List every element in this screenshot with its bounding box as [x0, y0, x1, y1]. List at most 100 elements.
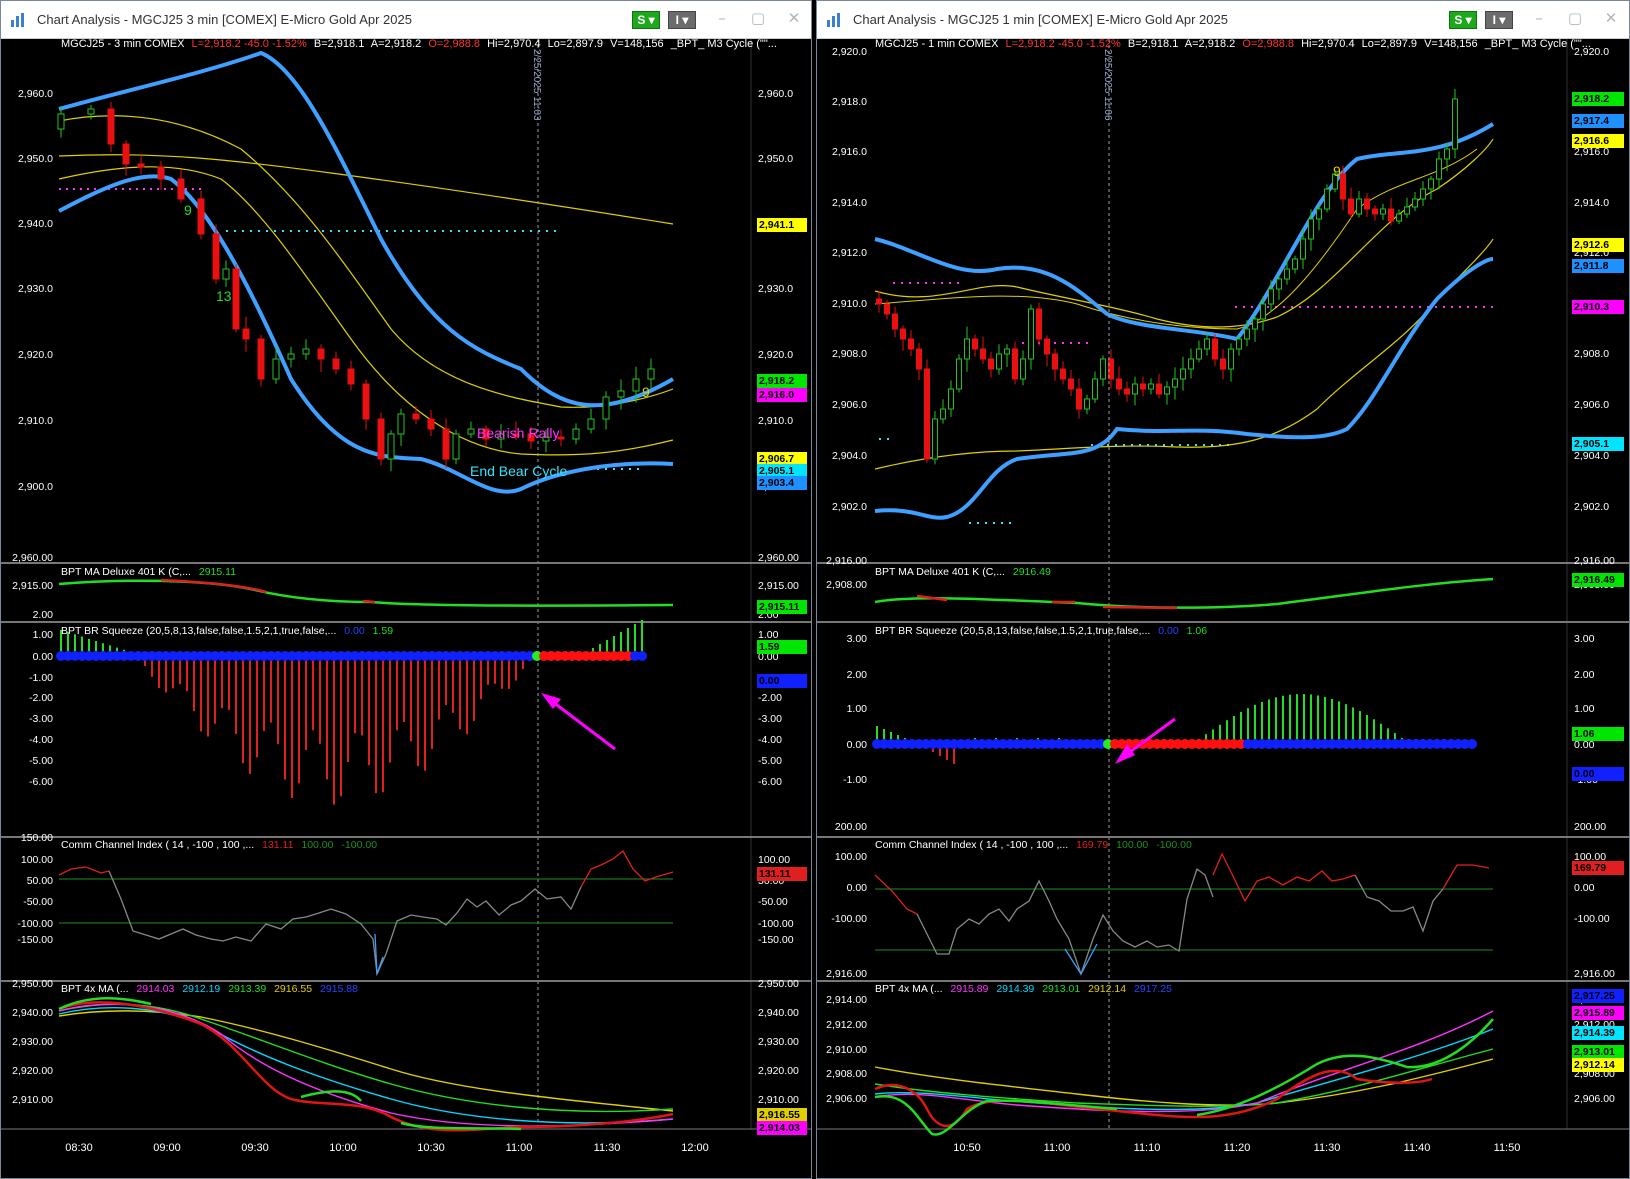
squeeze-dot: [921, 739, 931, 749]
chart-analysis-app-icon: [11, 13, 24, 27]
candle-body: [1156, 383, 1162, 395]
ma-deluxe-badge: 2,916.49: [1572, 573, 1624, 587]
candle-body: [107, 108, 115, 145]
maximize-icon[interactable]: ▢: [750, 9, 766, 27]
ma4x-badge: 2,914.03: [757, 1121, 807, 1135]
squeeze-dot: [970, 739, 980, 749]
squeeze-dot: [385, 651, 395, 661]
ma-deluxe-pane[interactable]: [58, 578, 674, 607]
axis-tick-label-left: 150.00: [21, 832, 53, 844]
chart-window-1min: Chart Analysis - MGCJ25 1 min [COMEX] E-…: [816, 0, 1630, 1179]
cci-upper: 100.00: [1116, 839, 1149, 851]
candle-body: [1428, 178, 1434, 190]
ma4x-red-line: [58, 1001, 674, 1132]
squeeze-pane[interactable]: [872, 694, 1477, 764]
cci-pane[interactable]: [874, 852, 1493, 977]
axis-tick-label-right: 2,914.0: [1574, 197, 1609, 209]
axis-tick-label-left: 2,940.0: [18, 218, 53, 230]
squeeze-dot: [147, 651, 157, 661]
axis-tick-label-right: 0.00: [1574, 739, 1595, 751]
candle-body: [1220, 358, 1226, 370]
axis-tick-label-left: -3.00: [29, 713, 53, 725]
chart-area-1min[interactable]: 2,920.02,920.02,918.02,918.02,916.02,916…: [817, 39, 1630, 1179]
ma4x-pane[interactable]: [874, 1010, 1494, 1136]
squeeze-dot: [872, 739, 882, 749]
symbol-link-button[interactable]: S ▾: [632, 11, 660, 29]
squeeze-dot: [322, 651, 332, 661]
ma4x-green-bold-line: [874, 1018, 1494, 1136]
symbol-link-button[interactable]: S ▾: [1449, 11, 1477, 29]
squeeze-pane[interactable]: [56, 620, 647, 805]
squeeze-dot: [581, 651, 591, 661]
minimize-icon[interactable]: –: [718, 9, 726, 27]
squeeze-dot: [182, 651, 192, 661]
squeeze-dot: [1005, 739, 1015, 749]
cci-pane[interactable]: [58, 850, 674, 977]
chart-analysis-app-icon: [827, 13, 840, 27]
arrow-shaft: [548, 697, 616, 751]
time-marker-label: 2/25/2025 11:03: [531, 49, 542, 121]
ma4x-value-1: 2914.03: [136, 983, 175, 995]
chart-area-3min[interactable]: 2,960.0 2,960.0 2,950.0 2,950.0 2,940.0 2,940…: [1, 39, 812, 1179]
upper-ma-line: [874, 138, 1494, 328]
squeeze-dot: [1145, 739, 1155, 749]
close-icon[interactable]: ✕: [787, 9, 801, 27]
axis-tick-label-left: 2,930.00: [12, 1036, 53, 1048]
title-bar[interactable]: Chart Analysis - MGCJ25 3 min [COMEX] E-…: [1, 1, 811, 39]
interval-link-button[interactable]: I ▾: [668, 11, 696, 29]
maximize-icon[interactable]: ▢: [1567, 9, 1583, 27]
candle-body: [587, 418, 595, 430]
title-bar[interactable]: Chart Analysis - MGCJ25 1 min [COMEX] E-…: [817, 1, 1629, 39]
ma-deluxe-down-segment: [916, 594, 1178, 610]
ma4x-value-2: 2912.19: [182, 983, 221, 995]
price-pane[interactable]: [874, 39, 1568, 1129]
close-icon[interactable]: ✕: [1604, 9, 1618, 27]
squeeze-dot: [991, 739, 1001, 749]
cci-badge: 131.11: [757, 867, 807, 881]
candle-body: [232, 268, 240, 330]
squeeze-title: BPT BR Squeeze (20,5,8,13,false,false,1.…: [61, 625, 398, 637]
axis-tick-label-left: 2,908.00: [826, 579, 867, 591]
chart-window-3min: Chart Analysis - MGCJ25 3 min [COMEX] E-…: [0, 0, 812, 1179]
squeeze-dot: [91, 651, 101, 661]
squeeze-dot: [1089, 739, 1099, 749]
interval-link-button[interactable]: I ▾: [1485, 11, 1513, 29]
candle-body: [1332, 173, 1338, 190]
count-13-label: 13: [216, 288, 232, 304]
squeeze-dot: [259, 651, 269, 661]
axis-tick-label-left: 2,904.0: [832, 450, 867, 462]
axis-tick-label-left: 0.00: [847, 739, 868, 751]
candle-body: [1404, 206, 1410, 215]
ma-deluxe-title: BPT MA Deluxe 401 K (C,... 2915.11: [61, 566, 241, 578]
candle-body: [1092, 378, 1098, 400]
ma-deluxe-name: BPT MA Deluxe 401 K (C,...: [61, 566, 191, 578]
candle-body: [257, 338, 265, 380]
axis-tick-label-left: 0.00: [847, 882, 868, 894]
candle-body: [988, 358, 994, 370]
ma-deluxe-line: [874, 577, 1494, 609]
ma4x-magenta-line: [874, 1010, 1494, 1113]
cci-line-gray: [916, 867, 1214, 977]
ma4x-pane[interactable]: [58, 997, 674, 1132]
squeeze-dot: [1369, 739, 1379, 749]
squeeze-dot: [189, 651, 199, 661]
minimize-icon[interactable]: –: [1535, 9, 1543, 27]
ma-deluxe-pane[interactable]: [874, 577, 1494, 610]
ma4x-value-3: 2913.01: [1042, 983, 1081, 995]
study-label: _BPT_ M3 Cycle (""...: [1484, 38, 1591, 50]
squeeze-dot: [1152, 739, 1162, 749]
candle-body: [527, 433, 535, 442]
ma4x-badge: 2,912.14: [1572, 1058, 1624, 1072]
price-badge: 2,905.1: [757, 464, 807, 478]
ma4x-title: BPT 4x MA (... 2914.03 2912.19 2913.39 2…: [61, 983, 363, 995]
candle-body: [497, 433, 505, 440]
price-pane[interactable]: [57, 39, 752, 1129]
ma4x-green-bold-line: [58, 997, 522, 1131]
squeeze-dot: [879, 739, 889, 749]
candle-body: [1292, 258, 1298, 270]
axis-tick-label-right: -5.00: [758, 755, 782, 767]
candle-body: [1164, 386, 1170, 395]
axis-tick-label-right: 1.00: [1574, 703, 1595, 715]
squeeze-dot: [1096, 739, 1106, 749]
candle-body: [1004, 348, 1010, 355]
